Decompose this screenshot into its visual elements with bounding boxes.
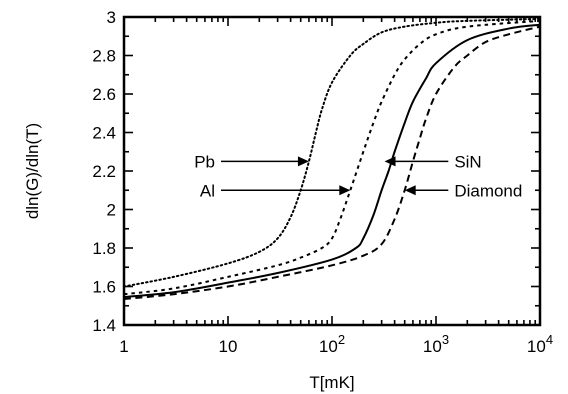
y-tick-label: 2.4 xyxy=(92,124,116,143)
y-axis-label: dln(G)/dln(T) xyxy=(23,123,42,219)
x-tick-label: 10 xyxy=(219,337,238,356)
y-tick-label: 1.8 xyxy=(92,239,116,258)
x-tick-label: 103 xyxy=(423,332,449,356)
x-tick-label: 1 xyxy=(119,337,128,356)
series-line-al xyxy=(124,19,540,296)
annotation-arrow-head xyxy=(297,156,309,167)
annotation-label-al: Al xyxy=(200,181,215,200)
annotation-arrow-head xyxy=(404,185,416,196)
y-tick-label: 3 xyxy=(107,8,116,27)
y-tick-label: 2 xyxy=(107,201,116,220)
annotation-arrow-head xyxy=(384,156,396,167)
series-line-pb xyxy=(124,17,540,288)
y-tick-label: 1.4 xyxy=(92,316,116,335)
series-line-diamond xyxy=(124,25,540,301)
y-tick-label: 2.2 xyxy=(92,162,116,181)
annotation-arrow-head xyxy=(339,185,351,196)
y-tick-label: 2.6 xyxy=(92,85,116,104)
x-tick-label: 102 xyxy=(319,332,345,356)
y-tick-label: 1.6 xyxy=(92,278,116,297)
series-line-sin xyxy=(124,23,540,299)
y-tick-label: 2.8 xyxy=(92,47,116,66)
plot-frame xyxy=(122,15,542,327)
x-tick-label: 104 xyxy=(527,332,553,356)
plot-lines xyxy=(124,17,540,301)
x-axis-label: T[mK] xyxy=(309,373,354,392)
annotation-label-pb: Pb xyxy=(194,152,215,171)
annotation-label-diamond: Diamond xyxy=(454,181,522,200)
annotation-label-sin: SiN xyxy=(454,152,481,171)
annotations: Pb Al SiN Diamond xyxy=(194,152,522,200)
